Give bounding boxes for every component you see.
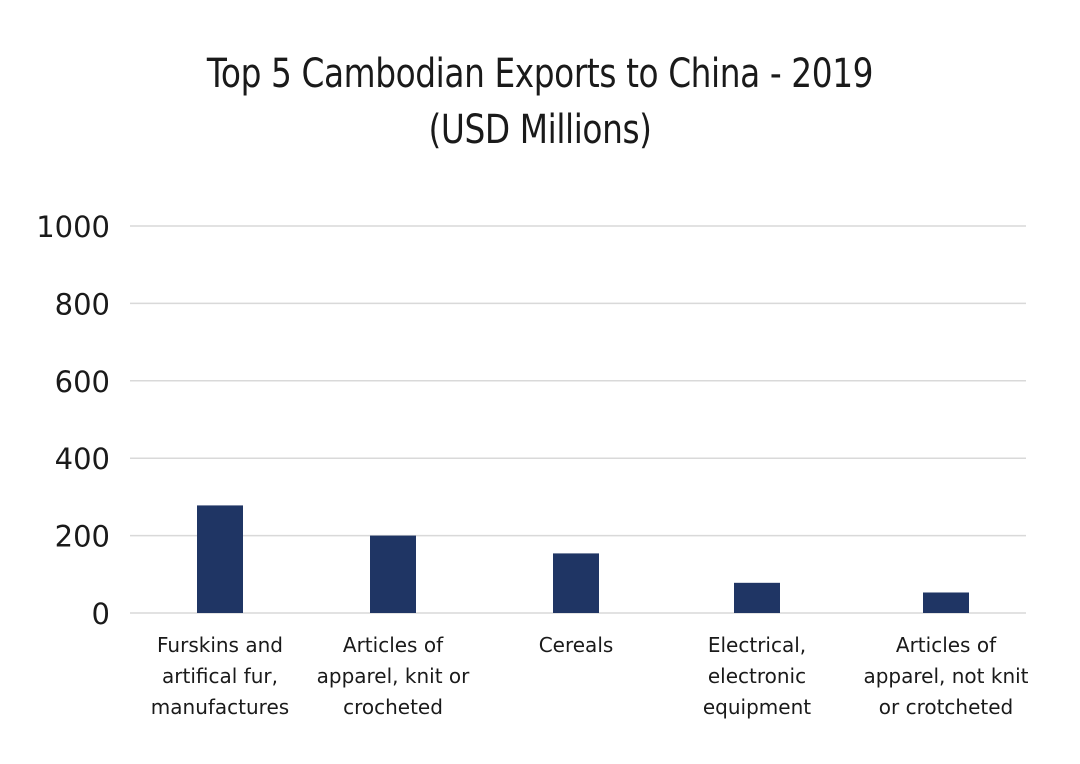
bar bbox=[734, 582, 780, 613]
x-category-label-line: artifical fur, bbox=[162, 664, 278, 688]
x-category-label-line: or crotcheted bbox=[879, 695, 1014, 719]
x-category-label-line: apparel, knit or bbox=[317, 664, 471, 688]
y-tick-label: 200 bbox=[55, 520, 110, 554]
chart-title-subtitle: (USD Millions) bbox=[428, 107, 652, 153]
x-category-label-line: electronic bbox=[708, 664, 806, 688]
bar bbox=[923, 592, 969, 613]
x-category-label-line: Cereals bbox=[539, 633, 614, 657]
bars bbox=[197, 505, 969, 613]
x-category-label-line: manufactures bbox=[151, 695, 289, 719]
y-tick-label: 1000 bbox=[36, 210, 110, 244]
y-tick-label: 600 bbox=[55, 365, 110, 399]
x-category-label-line: apparel, not knit bbox=[863, 664, 1028, 688]
x-category-label-line: Furskins and bbox=[157, 633, 283, 657]
y-tick-label: 800 bbox=[55, 287, 110, 321]
x-category-label: Furskins and artifical fur, manufactures bbox=[151, 633, 289, 719]
x-category-label: Electrical, electronic equipment bbox=[703, 633, 811, 719]
chart-title-main: Top 5 Cambodian Exports to China - 2019 bbox=[206, 51, 874, 97]
y-tick-label: 0 bbox=[92, 597, 110, 631]
x-category-label-line: crocheted bbox=[343, 695, 443, 719]
x-category-label-line: equipment bbox=[703, 695, 811, 719]
x-category-label-line: Electrical, bbox=[708, 633, 806, 657]
bar bbox=[553, 553, 599, 613]
x-category-label: Articles of apparel, not knit or crotchete… bbox=[863, 633, 1028, 719]
chart-title: Top 5 Cambodian Exports to China - 2019 … bbox=[97, 46, 983, 158]
bar bbox=[197, 505, 243, 613]
x-category-label-line: Articles of bbox=[896, 633, 997, 657]
x-category-label: Cereals bbox=[539, 633, 614, 657]
x-axis-category-labels: Furskins and artifical fur, manufactures Ar… bbox=[151, 633, 1029, 719]
y-axis-tick-labels: 0 200 400 600 800 1000 bbox=[36, 210, 110, 631]
y-tick-label: 400 bbox=[55, 442, 110, 476]
bar bbox=[370, 535, 416, 613]
x-category-label: Articles of apparel, knit or crocheted bbox=[317, 633, 471, 719]
x-category-label-line: Articles of bbox=[343, 633, 444, 657]
